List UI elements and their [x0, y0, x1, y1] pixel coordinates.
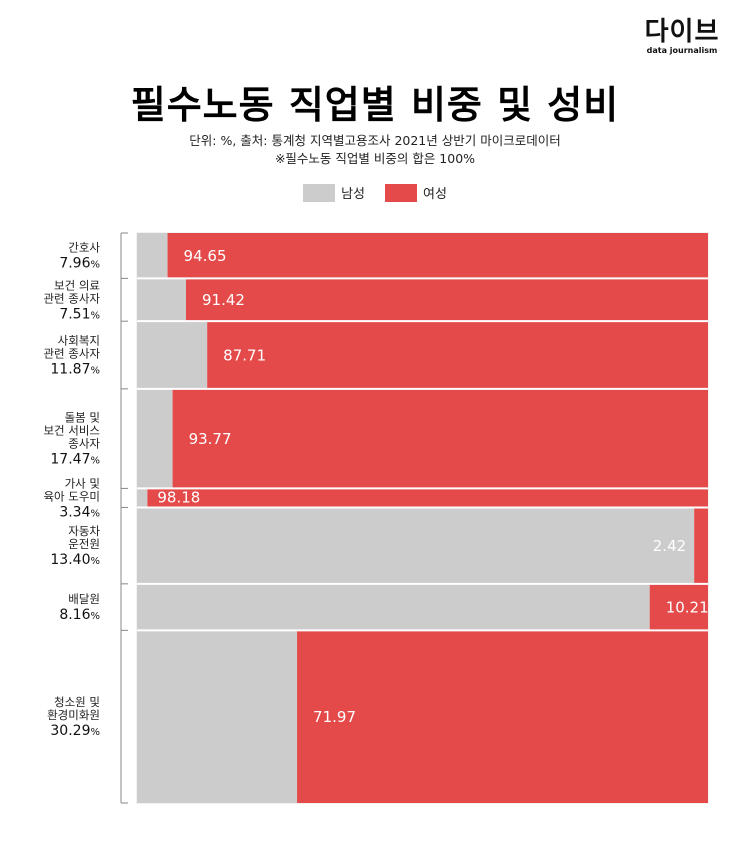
- category-share-4: 3.34%: [59, 504, 100, 520]
- legend: 남성 여성: [0, 183, 750, 202]
- bar-female-6: [649, 583, 708, 631]
- category-name-1-1: 관련 종사자: [43, 291, 100, 305]
- bar-female-5: [694, 507, 708, 584]
- bar-male-2: [137, 321, 208, 389]
- category-share-unit-4: %: [90, 508, 100, 519]
- category-name-1-0: 보건 의료: [54, 278, 100, 292]
- category-share-7: 30.29%: [50, 723, 100, 739]
- category-share-unit-0: %: [90, 260, 100, 271]
- category-share-value-2: 11.87: [50, 362, 90, 378]
- category-share-value-5: 13.40: [50, 552, 90, 568]
- bar-value-label-4: 98.18: [157, 489, 200, 507]
- bar-female-3: [172, 388, 708, 489]
- legend-item-male: 남성: [303, 183, 365, 202]
- category-share-unit-2: %: [90, 366, 100, 377]
- category-name-7-0: 청소원 및: [54, 695, 100, 709]
- category-share-0: 7.96%: [59, 256, 100, 272]
- bar-female-4: [147, 488, 708, 508]
- category-share-unit-5: %: [90, 556, 100, 567]
- legend-label-male: 남성: [341, 187, 365, 202]
- logo-subtitle: data journalism: [646, 46, 718, 55]
- category-share-value-0: 7.96: [59, 256, 90, 272]
- bar-female-1: [185, 278, 708, 322]
- category-share-unit-7: %: [90, 727, 100, 738]
- bar-value-label-2: 87.71: [223, 346, 266, 364]
- category-share-value-3: 17.47: [50, 452, 90, 468]
- bar-male-4: [137, 488, 148, 508]
- bar-value-label-7: 71.97: [313, 708, 356, 726]
- category-name-3-1: 보건 서비스: [43, 424, 100, 438]
- category-name-3-2: 종사자: [68, 437, 100, 451]
- logo-text: 다이브: [644, 17, 720, 47]
- category-name-5-1: 운전원: [68, 537, 100, 551]
- category-name-6-0: 배달원: [68, 592, 100, 606]
- category-share-6: 8.16%: [59, 607, 100, 623]
- bar-female-7: [297, 630, 708, 803]
- category-name-5-0: 자동차: [68, 524, 100, 538]
- bar-male-1: [137, 278, 186, 322]
- bar-male-0: [137, 233, 168, 279]
- subtitle-source: 단위: %, 출처: 통계청 지역별고용조사 2021년 상반기 마이크로데이터: [189, 133, 561, 148]
- category-name-2-1: 관련 종사자: [43, 347, 100, 361]
- bar-male-7: [137, 630, 298, 803]
- bar-value-label-0: 94.65: [184, 247, 227, 265]
- logo: 다이브 data journalism: [636, 18, 728, 56]
- bar-value-label-3: 93.77: [189, 430, 232, 448]
- bar-female-0: [167, 233, 709, 279]
- category-share-value-4: 3.34: [59, 504, 90, 520]
- bar-male-3: [137, 388, 173, 489]
- bar-female-2: [207, 321, 708, 389]
- category-name-4-0: 가사 및: [65, 476, 100, 490]
- category-share-value-1: 7.51: [59, 306, 90, 322]
- category-name-3-0: 돌봄 및: [65, 411, 100, 425]
- category-name-2-0: 사회복지: [58, 334, 100, 348]
- category-share-unit-6: %: [90, 611, 100, 622]
- bar-value-label-1: 91.42: [202, 291, 245, 309]
- legend-item-female: 여성: [385, 183, 447, 202]
- bar-male-6: [137, 583, 650, 631]
- category-share-5: 13.40%: [50, 552, 100, 568]
- bar-value-label-5: 2.42: [653, 537, 686, 555]
- category-share-value-6: 8.16: [59, 607, 90, 623]
- legend-label-female: 여성: [423, 187, 447, 202]
- bar-value-label-6: 10.21: [666, 598, 709, 616]
- category-share-1: 7.51%: [59, 306, 100, 322]
- category-share-2: 11.87%: [50, 362, 100, 378]
- category-share-value-7: 30.29: [50, 723, 90, 739]
- category-share-unit-3: %: [90, 456, 100, 467]
- category-name-4-1: 육아 도우미: [43, 489, 100, 503]
- category-share-unit-1: %: [90, 310, 100, 321]
- category-name-0-0: 간호사: [68, 241, 100, 255]
- page-title: 필수노동 직업별 비중 및 성비: [130, 83, 620, 127]
- category-name-7-1: 환경미화원: [47, 708, 100, 722]
- legend-swatch-male: [303, 183, 336, 202]
- subtitle-note: ※필수노동 직업별 비중의 합은 100%: [274, 151, 476, 166]
- bar-male-5: [137, 507, 695, 584]
- legend-swatch-female: [385, 183, 417, 202]
- category-share-3: 17.47%: [50, 452, 100, 468]
